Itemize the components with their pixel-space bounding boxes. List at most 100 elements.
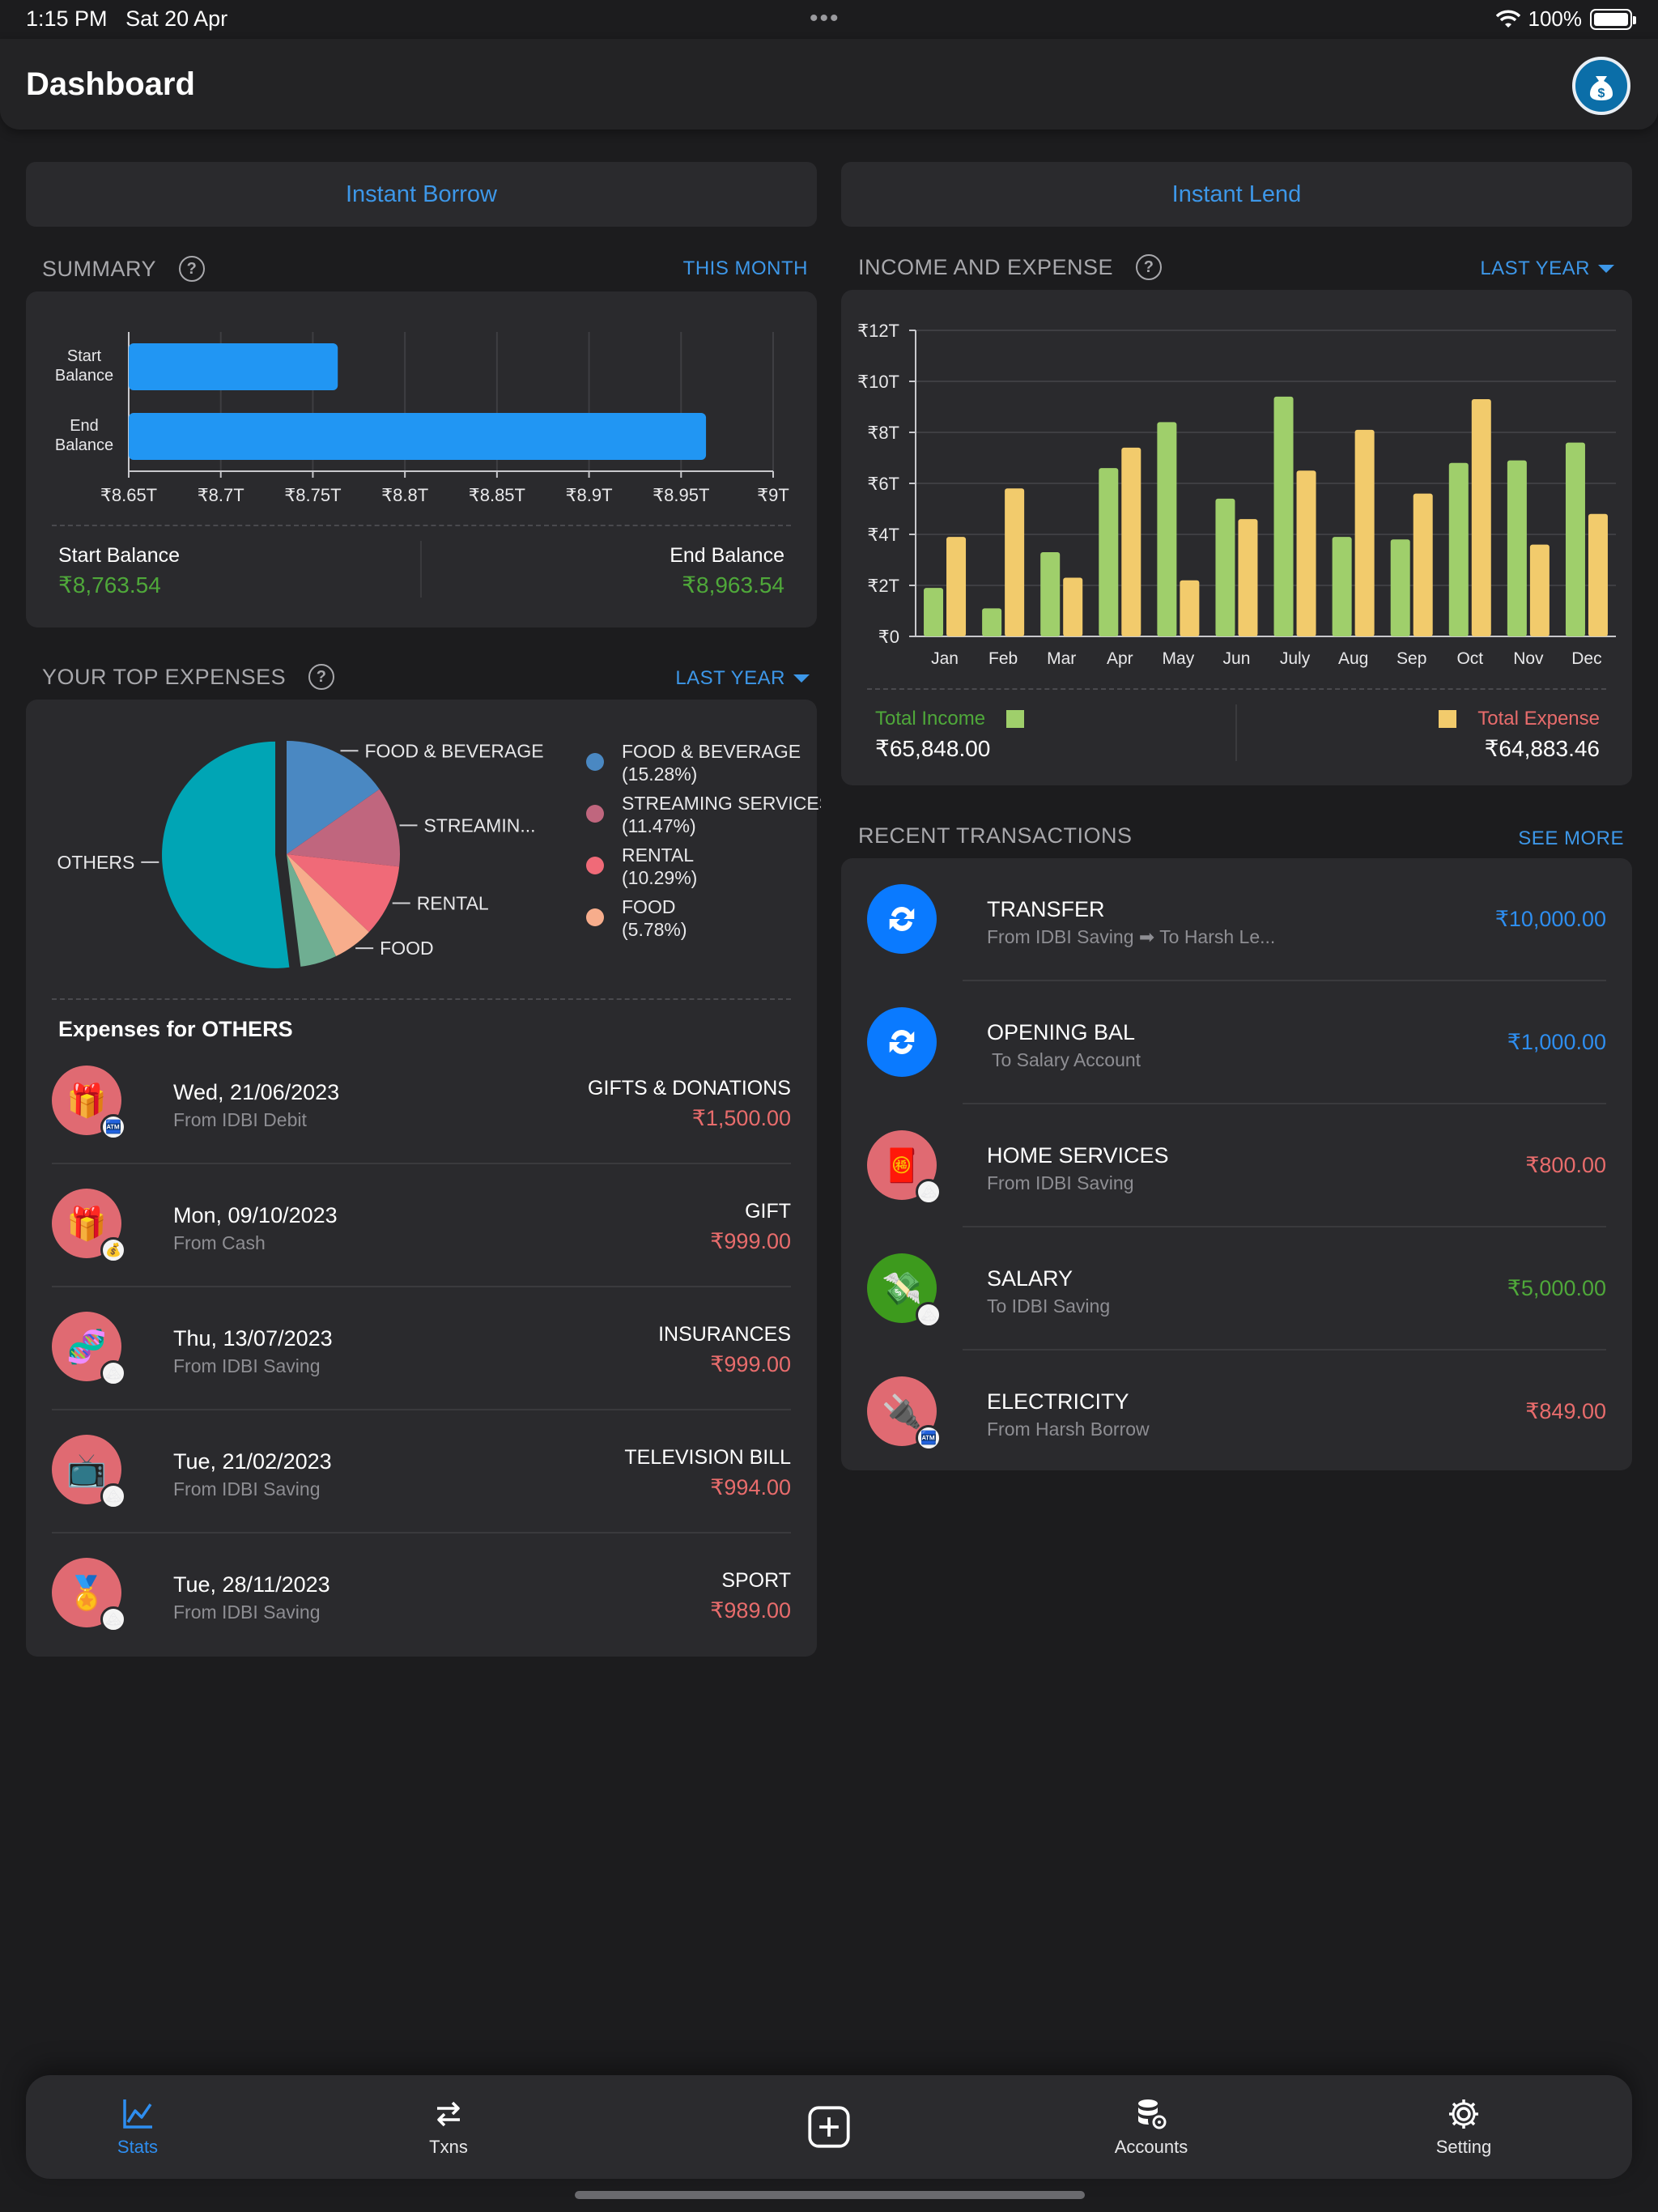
pie-slice-label: OTHERS <box>57 852 134 873</box>
transaction-row[interactable]: OPENING BAL To Salary Account ₹1,000.00 <box>841 981 1632 1104</box>
y-category-label: Balance <box>55 367 113 385</box>
expense-source: From IDBI Saving <box>173 1602 321 1623</box>
transaction-row[interactable]: TRANSFER From IDBI Saving ➡ To Harsh Le..… <box>841 858 1632 981</box>
see-more-label[interactable]: SEE MORE <box>1518 827 1624 849</box>
total-expense-value: ₹64,883.46 <box>1484 736 1600 761</box>
top-expenses-period[interactable]: LAST YEAR <box>675 667 785 689</box>
expense-amount: ₹989.00 <box>710 1598 791 1623</box>
y-tick-label: ₹4T <box>867 525 899 545</box>
transfer-icon <box>867 884 937 954</box>
tab-txns[interactable]: Txns <box>368 2075 529 2179</box>
summary-card: ₹8.65T ₹8.7T ₹8.75T ₹8.8T ₹8.85T ₹8.9T ₹8.95T ₹… <box>26 291 817 627</box>
tab-stats-label: Stats <box>117 2137 159 2157</box>
income-bar <box>1332 537 1352 636</box>
top-expenses-period-dropdown[interactable]: LAST YEAR <box>675 667 810 690</box>
expense-row[interactable]: 📺 🏔 Tue, 21/02/2023 From IDBI Saving TELEVIS… <box>26 1425 817 1548</box>
help-icon[interactable]: ? <box>1136 254 1163 280</box>
pie-slice-label: FOOD & BEVERAGE <box>365 740 544 761</box>
summary-bar <box>129 413 707 460</box>
expense-date: Thu, 13/07/2023 <box>173 1326 333 1351</box>
pie-slice <box>287 741 380 854</box>
total-expense-label: Total Expense <box>1477 708 1600 730</box>
expense-amount: ₹999.00 <box>710 1229 791 1253</box>
expense-row[interactable]: 🎁 💰 Mon, 09/10/2023 From Cash GIFT ₹999.00 <box>26 1179 817 1302</box>
transaction-title: ELECTRICITY <box>987 1389 1129 1414</box>
transaction-subtitle: From Harsh Borrow <box>987 1419 1150 1440</box>
tab-setting-label: Setting <box>1435 2137 1492 2157</box>
tab-setting[interactable]: Setting <box>1383 2075 1545 2179</box>
account-badge-icon: 🏔 <box>100 1360 126 1386</box>
legend-item: FOOD (5.78%) <box>586 895 821 941</box>
legend-swatch <box>586 753 604 771</box>
start-balance-label: Start Balance <box>58 544 181 567</box>
category-icon: 💸 <box>867 1253 937 1323</box>
expense-row[interactable]: 🎁 🏧 Wed, 21/06/2023 From IDBI Debit GIFTS & … <box>26 1056 817 1179</box>
tab-stats[interactable]: Stats <box>57 2075 219 2179</box>
recent-transactions-title: RECENT TRANSACTIONS <box>858 823 1133 848</box>
chevron-down-icon <box>793 674 810 683</box>
income-bar <box>1565 442 1585 636</box>
x-tick-label: ₹8.9T <box>566 485 613 505</box>
expense-bar <box>1296 470 1316 636</box>
help-icon[interactable]: ? <box>179 256 206 282</box>
row-divider <box>963 1103 1606 1104</box>
income-bar <box>1215 498 1235 636</box>
account-badge-icon: 🏧 <box>100 1114 126 1140</box>
summary-chart: ₹8.65T ₹8.7T ₹8.75T ₹8.8T ₹8.85T ₹8.9T ₹8.95T ₹… <box>55 332 789 505</box>
expenses-list-title: Expenses for OTHERS <box>58 1017 293 1041</box>
chevron-down-icon <box>1598 265 1614 273</box>
home-indicator[interactable] <box>575 2191 1085 2199</box>
legend-swatch <box>586 857 604 874</box>
summary-period-link[interactable]: THIS MONTH <box>683 257 808 280</box>
x-tick-label: July <box>1280 649 1311 668</box>
income-expense-title: INCOME AND EXPENSE <box>858 254 1114 279</box>
transaction-row[interactable]: 🧧 🏔 HOME SERVICES From IDBI Saving ₹800.00 <box>841 1104 1632 1227</box>
expense-row[interactable]: 🧬 🏔 Thu, 13/07/2023 From IDBI Saving INSURAN… <box>26 1302 817 1425</box>
expense-amount: ₹999.00 <box>710 1352 791 1376</box>
instant-lend-button[interactable]: Instant Lend <box>841 162 1632 227</box>
expense-row[interactable]: 🏅 🏔 Tue, 28/11/2023 From IDBI Saving SPORT ₹9… <box>26 1548 817 1671</box>
income-legend-swatch <box>1006 710 1025 728</box>
multitasking-dots-icon[interactable]: ••• <box>810 5 840 32</box>
legend-percent: (10.29%) <box>622 867 698 888</box>
pie-slice <box>162 741 290 968</box>
legend-name: FOOD <box>622 896 676 917</box>
end-balance-value: ₹8,963.54 <box>682 572 784 598</box>
tab-add[interactable] <box>748 2075 910 2179</box>
money-bag-icon[interactable]: $ <box>1572 57 1630 115</box>
tab-txns-label: Txns <box>429 2137 468 2157</box>
x-tick-label: Jun <box>1223 649 1251 668</box>
instant-borrow-button[interactable]: Instant Borrow <box>26 162 817 227</box>
transaction-row[interactable]: 💸 🏔 SALARY To IDBI Saving ₹5,000.00 <box>841 1227 1632 1351</box>
transfer-arrows-icon <box>437 2101 460 2127</box>
total-income-label-group: Total Income <box>875 708 1025 730</box>
pie-slice-label: FOOD <box>380 938 433 959</box>
income-bar <box>924 588 944 636</box>
category-icon: 📺 <box>52 1435 121 1504</box>
row-divider <box>52 1286 791 1287</box>
expense-bar <box>1471 399 1491 636</box>
income-expense-period[interactable]: LAST YEAR <box>1480 257 1590 279</box>
legend-item: STREAMING SERVICES (11.47%) <box>586 792 821 837</box>
summary-period[interactable]: THIS MONTH <box>682 257 808 279</box>
transaction-row[interactable]: 🔌 🏧 ELECTRICITY From Harsh Borrow ₹849.00 <box>841 1351 1632 1474</box>
transaction-amount: ₹10,000.00 <box>1494 907 1606 931</box>
transaction-subtitle: To IDBI Saving <box>987 1295 1111 1317</box>
chart-line-icon <box>123 2099 152 2129</box>
expense-source: From IDBI Saving <box>173 1478 321 1499</box>
legend-swatch <box>586 805 604 823</box>
income-expense-chart: ₹0 ₹2T ₹4T ₹6T ₹8T ₹10T ₹12T Jan Feb Mar Apr May Jun… <box>857 321 1616 668</box>
expense-bar <box>1063 577 1083 636</box>
account-badge-icon: 🏔 <box>916 1179 942 1205</box>
income-bar <box>1099 468 1119 636</box>
transaction-title: OPENING BAL <box>987 1020 1136 1044</box>
see-more-link[interactable]: SEE MORE <box>1518 827 1624 850</box>
help-icon[interactable]: ? <box>308 664 335 690</box>
income-expense-period-dropdown[interactable]: LAST YEAR <box>1480 257 1614 280</box>
tab-accounts[interactable]: Accounts <box>1070 2075 1232 2179</box>
row-divider <box>963 1349 1606 1351</box>
account-badge-icon: 💰 <box>100 1237 126 1263</box>
transaction-title: SALARY <box>987 1266 1073 1291</box>
expense-source: From IDBI Saving <box>173 1355 321 1376</box>
expense-amount: ₹994.00 <box>710 1475 791 1499</box>
